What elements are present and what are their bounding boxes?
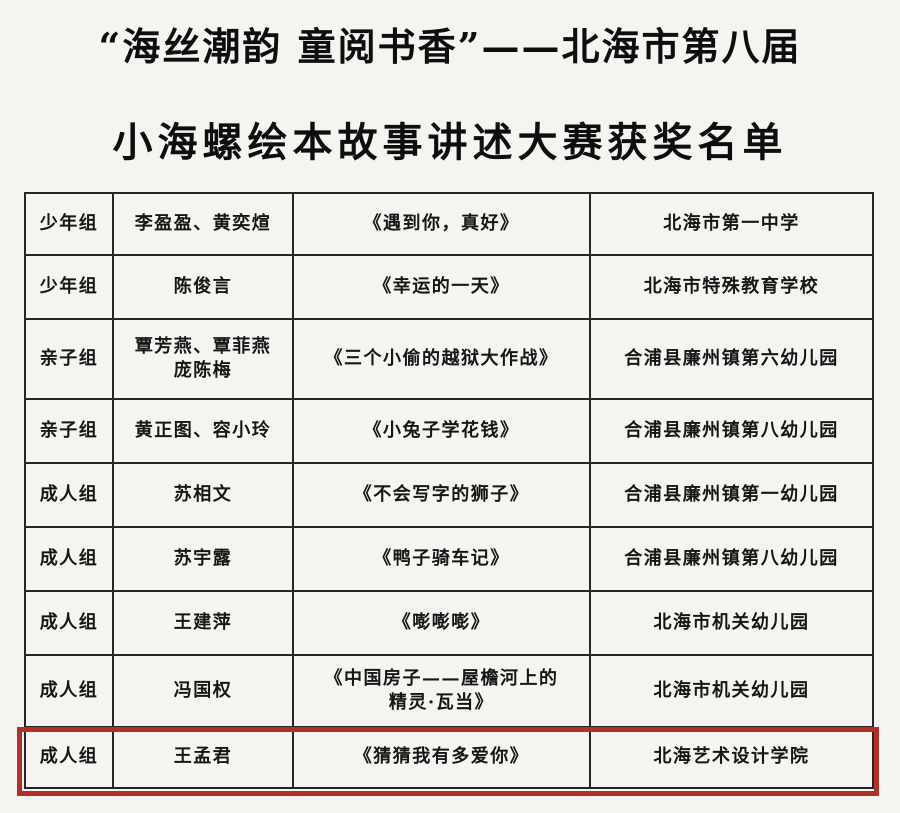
awards-table-body: 少年组 李盈盈、黄奕煊 《遇到你，真好》 北海市第一中学 少年组 陈俊言 《幸运的一天》 北海…	[24, 192, 874, 789]
page-title-line1: “海丝潮韵 童阅书香”——北海市第八届	[98, 24, 802, 69]
cell-school: 北海市特殊教育学校	[589, 254, 874, 320]
cell-group: 少年组	[24, 192, 114, 256]
cell-story: 《中国房子——屋檐河上的 精灵·瓦当》	[292, 654, 591, 728]
cell-story: 《猜猜我有多爱你》	[292, 726, 591, 789]
table-row: 成人组 苏相文 《不会写字的狮子》 合浦县廉州镇第一幼儿园	[24, 462, 874, 528]
cell-names: 李盈盈、黄奕煊	[112, 192, 294, 256]
cell-story: 《鸭子骑车记》	[292, 526, 591, 592]
cell-story: 《小兔子学花钱》	[292, 398, 591, 464]
table-row: 少年组 陈俊言 《幸运的一天》 北海市特殊教育学校	[24, 254, 874, 320]
awards-table-container: 少年组 李盈盈、黄奕煊 《遇到你，真好》 北海市第一中学 少年组 陈俊言 《幸运的一天》 北海…	[17, 192, 879, 796]
cell-story: 《三个小偷的越狱大作战》	[292, 318, 591, 400]
cell-group: 成人组	[24, 590, 114, 656]
cell-story: 《遇到你，真好》	[292, 192, 591, 256]
cell-names: 陈俊言	[112, 254, 294, 320]
cell-school: 北海市第一中学	[589, 192, 874, 256]
cell-names: 王孟君	[112, 726, 294, 789]
awards-table: 少年组 李盈盈、黄奕煊 《遇到你，真好》 北海市第一中学 少年组 陈俊言 《幸运的一天》 北海…	[24, 192, 874, 789]
cell-school: 合浦县廉州镇第八幼儿园	[589, 398, 874, 464]
cell-group: 成人组	[24, 654, 114, 728]
table-row: 成人组 冯国权 《中国房子——屋檐河上的 精灵·瓦当》 北海市机关幼儿园	[24, 654, 874, 728]
cell-group: 亲子组	[24, 318, 114, 400]
cell-school: 北海艺术设计学院	[589, 726, 874, 789]
cell-school: 合浦县廉州镇第八幼儿园	[589, 526, 874, 592]
cell-group: 成人组	[24, 526, 114, 592]
cell-school: 合浦县廉州镇第一幼儿园	[589, 462, 874, 528]
cell-group: 少年组	[24, 254, 114, 320]
cell-school: 北海市机关幼儿园	[589, 654, 874, 728]
cell-group: 亲子组	[24, 398, 114, 464]
table-row: 成人组 王建萍 《嘭嘭嘭》 北海市机关幼儿园	[24, 590, 874, 656]
table-row: 成人组 苏宇露 《鸭子骑车记》 合浦县廉州镇第八幼儿园	[24, 526, 874, 592]
cell-names: 王建萍	[112, 590, 294, 656]
table-row: 亲子组 覃芳燕、覃菲燕 庞陈梅 《三个小偷的越狱大作战》 合浦县廉州镇第六幼儿园	[24, 318, 874, 400]
table-row: 少年组 李盈盈、黄奕煊 《遇到你，真好》 北海市第一中学	[24, 192, 874, 256]
cell-names: 苏相文	[112, 462, 294, 528]
table-row: 亲子组 黄正图、容小玲 《小兔子学花钱》 合浦县廉州镇第八幼儿园	[24, 398, 874, 464]
cell-names: 覃芳燕、覃菲燕 庞陈梅	[112, 318, 294, 400]
cell-school: 北海市机关幼儿园	[589, 590, 874, 656]
cell-names: 冯国权	[112, 654, 294, 728]
cell-story: 《嘭嘭嘭》	[292, 590, 591, 656]
cell-school: 合浦县廉州镇第六幼儿园	[589, 318, 874, 400]
page-title-line2: 小海螺绘本故事讲述大赛获奖名单	[112, 119, 788, 166]
cell-group: 成人组	[24, 462, 114, 528]
cell-story: 《不会写字的狮子》	[292, 462, 591, 528]
cell-story: 《幸运的一天》	[292, 254, 591, 320]
table-row: 成人组 王孟君 《猜猜我有多爱你》 北海艺术设计学院	[24, 726, 874, 789]
cell-names: 黄正图、容小玲	[112, 398, 294, 464]
cell-group: 成人组	[24, 726, 114, 789]
cell-names: 苏宇露	[112, 526, 294, 592]
